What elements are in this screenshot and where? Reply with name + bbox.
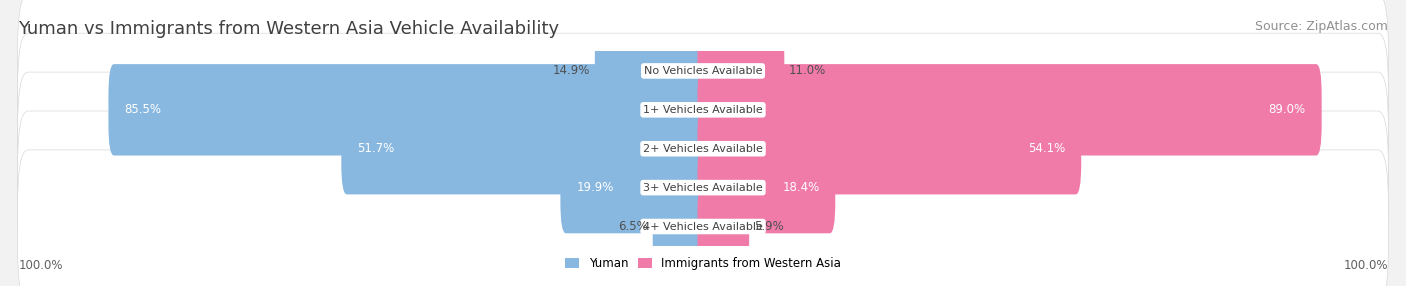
FancyBboxPatch shape	[652, 181, 709, 272]
FancyBboxPatch shape	[17, 33, 1389, 186]
FancyBboxPatch shape	[342, 103, 709, 194]
FancyBboxPatch shape	[697, 103, 1081, 194]
Text: 54.1%: 54.1%	[1028, 142, 1066, 155]
FancyBboxPatch shape	[697, 142, 835, 233]
Text: 6.5%: 6.5%	[619, 220, 648, 233]
FancyBboxPatch shape	[697, 181, 749, 272]
Text: 19.9%: 19.9%	[576, 181, 613, 194]
Text: 100.0%: 100.0%	[1343, 259, 1388, 272]
Text: Yuman vs Immigrants from Western Asia Vehicle Availability: Yuman vs Immigrants from Western Asia Ve…	[18, 20, 560, 38]
Text: 89.0%: 89.0%	[1268, 103, 1306, 116]
Text: 11.0%: 11.0%	[789, 64, 827, 78]
FancyBboxPatch shape	[697, 25, 785, 117]
FancyBboxPatch shape	[17, 72, 1389, 225]
Text: 2+ Vehicles Available: 2+ Vehicles Available	[643, 144, 763, 154]
Text: 100.0%: 100.0%	[18, 259, 63, 272]
FancyBboxPatch shape	[595, 25, 709, 117]
Text: 51.7%: 51.7%	[357, 142, 395, 155]
FancyBboxPatch shape	[17, 111, 1389, 264]
FancyBboxPatch shape	[697, 64, 1322, 156]
Text: 5.9%: 5.9%	[754, 220, 783, 233]
Legend: Yuman, Immigrants from Western Asia: Yuman, Immigrants from Western Asia	[560, 253, 846, 275]
Text: 85.5%: 85.5%	[124, 103, 162, 116]
Text: 14.9%: 14.9%	[553, 64, 591, 78]
Text: 18.4%: 18.4%	[782, 181, 820, 194]
FancyBboxPatch shape	[17, 150, 1389, 286]
Text: No Vehicles Available: No Vehicles Available	[644, 66, 762, 76]
Text: 4+ Vehicles Available: 4+ Vehicles Available	[643, 222, 763, 231]
FancyBboxPatch shape	[17, 0, 1389, 148]
Text: 3+ Vehicles Available: 3+ Vehicles Available	[643, 183, 763, 192]
FancyBboxPatch shape	[561, 142, 709, 233]
FancyBboxPatch shape	[108, 64, 709, 156]
Text: 1+ Vehicles Available: 1+ Vehicles Available	[643, 105, 763, 115]
Text: Source: ZipAtlas.com: Source: ZipAtlas.com	[1254, 20, 1388, 33]
